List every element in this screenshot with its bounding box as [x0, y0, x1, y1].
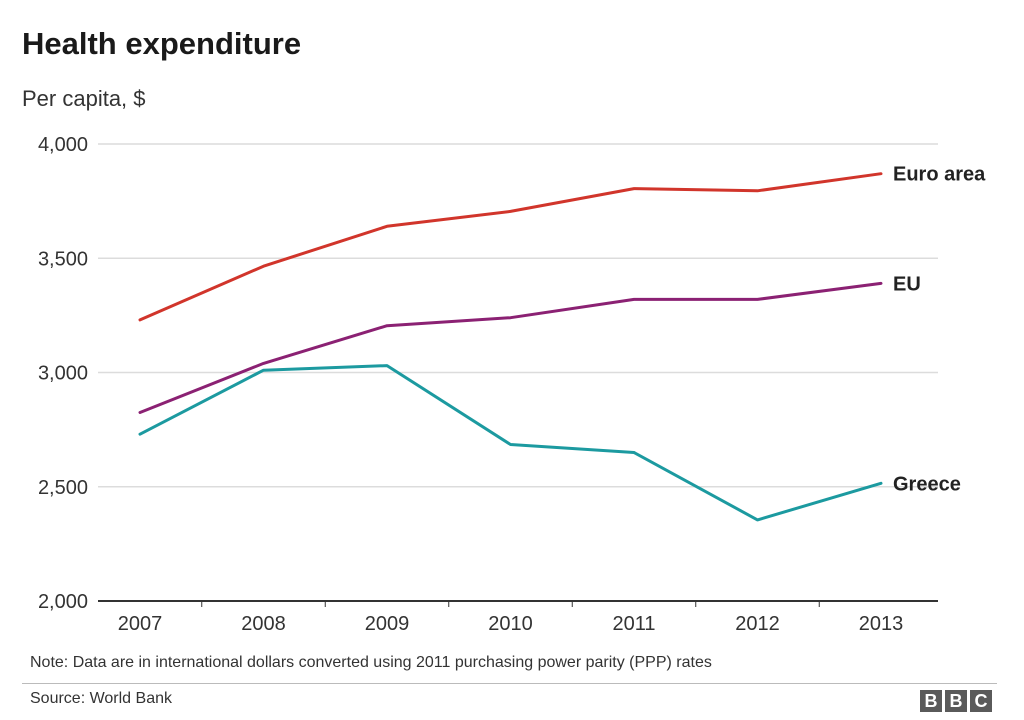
- x-tick-label: 2007: [118, 613, 163, 635]
- series-line: [138, 281, 883, 414]
- x-tick-label: 2009: [365, 613, 410, 635]
- bbc-logo-letter: B: [920, 690, 942, 712]
- y-tick-label: 4,000: [38, 134, 88, 156]
- bbc-logo-letter: C: [970, 690, 992, 712]
- series-line: [138, 364, 883, 522]
- series-line: [138, 172, 883, 322]
- x-tick-label: 2008: [241, 613, 286, 635]
- chart-note: Note: Data are in international dollars …: [30, 654, 712, 671]
- footer-divider: [22, 683, 997, 684]
- line-chart: 2,000 2,500 3,000 3,500 4,000 2007 2008 2009 201…: [38, 134, 986, 635]
- bbc-logo: B B C: [920, 690, 992, 712]
- x-tick-label: 2012: [735, 613, 780, 635]
- chart-title: Health expenditure: [22, 26, 302, 61]
- bbc-logo-letter: B: [945, 690, 967, 712]
- series-label: Euro area: [893, 164, 986, 186]
- y-tick-label: 2,000: [38, 591, 88, 613]
- chart-source: Source: World Bank: [30, 690, 172, 707]
- x-tick-label: 2011: [612, 613, 655, 635]
- series-label: EU: [893, 273, 921, 295]
- y-tick-label: 3,000: [38, 363, 88, 385]
- y-tick-label: 2,500: [38, 477, 88, 499]
- chart-subtitle: Per capita, $: [22, 86, 146, 111]
- x-tick-label: 2010: [488, 613, 533, 635]
- y-tick-label: 3,500: [38, 248, 88, 270]
- x-tick-label: 2013: [859, 613, 904, 635]
- series-label: Greece: [893, 473, 961, 495]
